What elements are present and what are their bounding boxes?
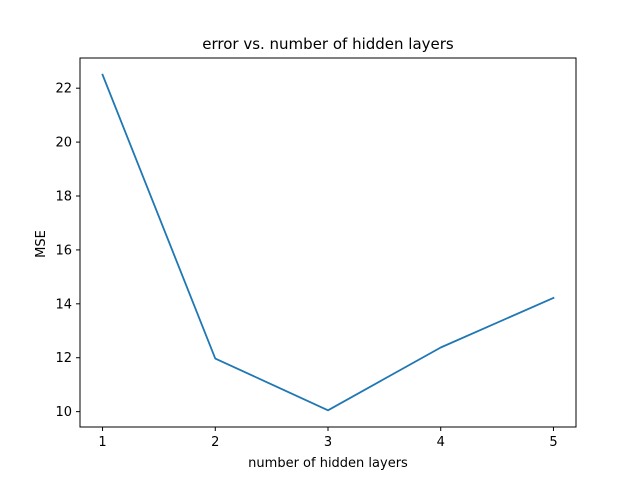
y-tick-label: 10 — [55, 405, 72, 420]
chart-title: error vs. number of hidden layers — [202, 35, 454, 53]
series-layer — [101, 73, 555, 412]
x-tick-label: 2 — [211, 435, 219, 450]
x-axis: 1 2 3 4 5 — [98, 427, 558, 450]
x-tick-label: 3 — [324, 435, 332, 450]
y-axis: 10 12 14 16 18 20 22 — [55, 82, 80, 420]
x-axis-title: number of hidden layers — [248, 456, 408, 471]
y-tick-label: 18 — [55, 190, 72, 205]
y-axis-title: MSE — [34, 230, 49, 258]
y-tick-label: 22 — [55, 82, 72, 97]
y-tick-label: 14 — [55, 297, 72, 312]
y-tick-label: 12 — [55, 351, 72, 366]
x-tick-label: 1 — [98, 435, 106, 450]
y-tick-label: 20 — [55, 136, 72, 151]
x-tick-label: 4 — [437, 435, 445, 450]
y-tick-label: 16 — [55, 243, 72, 258]
x-tick-label: 5 — [549, 435, 557, 450]
